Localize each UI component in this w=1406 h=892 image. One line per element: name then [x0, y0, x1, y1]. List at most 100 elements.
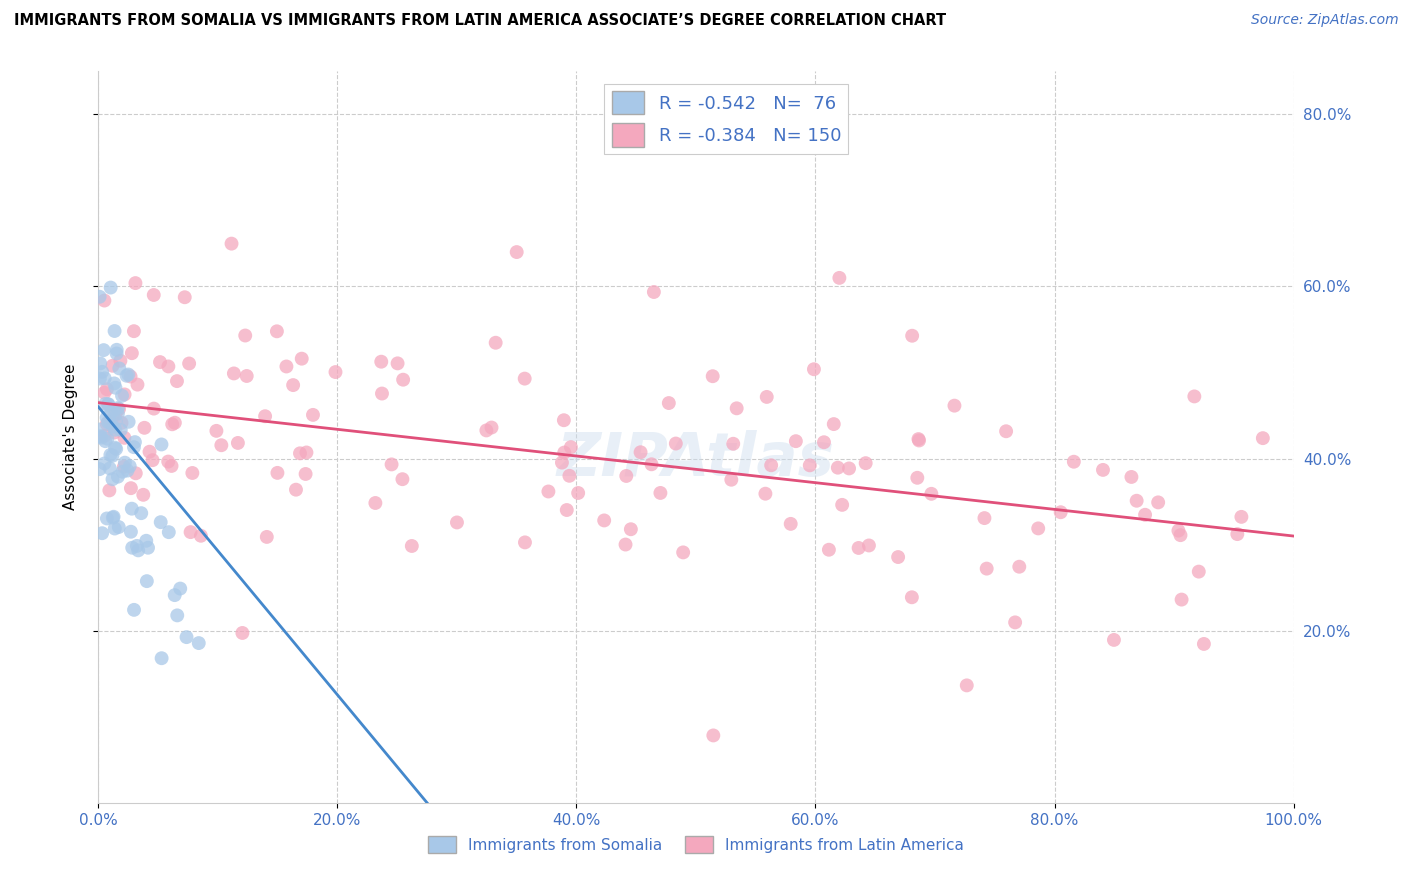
Point [107, 469, 129, 483]
Point [1125, 493, 1147, 508]
Point [101, 359, 124, 373]
Point [107, 520, 129, 534]
Point [779, 516, 801, 531]
Point [103, 509, 125, 524]
Point [104, 381, 127, 395]
Point [266, 324, 288, 338]
Point [121, 541, 143, 555]
Point [614, 469, 637, 483]
Point [176, 630, 198, 644]
Point [446, 516, 468, 530]
Point [828, 271, 851, 285]
Point [205, 424, 228, 438]
Point [181, 466, 204, 480]
Point [114, 387, 136, 401]
Point [254, 409, 277, 424]
Point [166, 374, 188, 388]
Point [142, 401, 165, 416]
Point [120, 481, 142, 495]
Point [157, 525, 180, 540]
Point [97, 398, 120, 412]
Point [100, 406, 122, 420]
Point [285, 483, 308, 497]
Point [266, 466, 288, 480]
Point [1170, 528, 1192, 542]
Point [907, 432, 929, 446]
Point [818, 542, 841, 557]
Point [1008, 559, 1031, 574]
Point [149, 515, 172, 529]
Point [1121, 470, 1143, 484]
Point [943, 399, 966, 413]
Point [291, 351, 314, 366]
Point [725, 401, 748, 416]
Point [640, 458, 662, 472]
Point [475, 424, 498, 438]
Point [1167, 524, 1189, 538]
Point [105, 442, 128, 456]
Point [111, 389, 134, 403]
Point [93, 293, 115, 308]
Point [96, 432, 118, 446]
Point [166, 608, 188, 623]
Point [391, 472, 413, 486]
Point [129, 506, 152, 520]
Point [295, 445, 318, 459]
Point [149, 355, 172, 369]
Point [93, 343, 115, 358]
Point [104, 414, 127, 428]
Point [104, 441, 127, 455]
Point [481, 420, 503, 434]
Point [620, 522, 643, 536]
Point [173, 290, 195, 304]
Point [190, 529, 212, 543]
Point [101, 510, 124, 524]
Point [108, 361, 131, 376]
Text: ZIPAtlas: ZIPAtlas [557, 430, 835, 489]
Point [163, 416, 186, 430]
Point [101, 419, 124, 434]
Point [127, 377, 149, 392]
Point [150, 651, 173, 665]
Point [401, 539, 423, 553]
Point [122, 324, 145, 338]
Point [91, 365, 114, 379]
Point [302, 408, 325, 422]
Point [120, 524, 142, 539]
Point [658, 396, 681, 410]
Point [887, 549, 910, 564]
Point [136, 541, 159, 555]
Point [96, 382, 118, 396]
Point [157, 359, 180, 374]
Point [160, 417, 183, 432]
Point [1063, 455, 1085, 469]
Point [1251, 431, 1274, 445]
Point [905, 471, 928, 485]
Point [103, 324, 125, 338]
Point [125, 467, 148, 481]
Point [89, 290, 111, 304]
Point [1049, 505, 1071, 519]
Point [187, 636, 209, 650]
Point [180, 525, 202, 540]
Point [506, 245, 529, 260]
Point [1147, 495, 1170, 509]
Point [1188, 565, 1211, 579]
Point [89, 422, 111, 436]
Point [117, 368, 139, 382]
Point [96, 410, 118, 425]
Point [371, 386, 394, 401]
Point [101, 472, 124, 486]
Point [96, 511, 118, 525]
Point [1004, 615, 1026, 630]
Point [135, 533, 157, 548]
Point [89, 429, 111, 443]
Point [650, 486, 672, 500]
Point [630, 445, 652, 459]
Point [226, 436, 249, 450]
Point [513, 535, 536, 549]
Point [235, 369, 257, 384]
Point [720, 473, 742, 487]
Point [118, 459, 141, 474]
Point [1026, 521, 1049, 535]
